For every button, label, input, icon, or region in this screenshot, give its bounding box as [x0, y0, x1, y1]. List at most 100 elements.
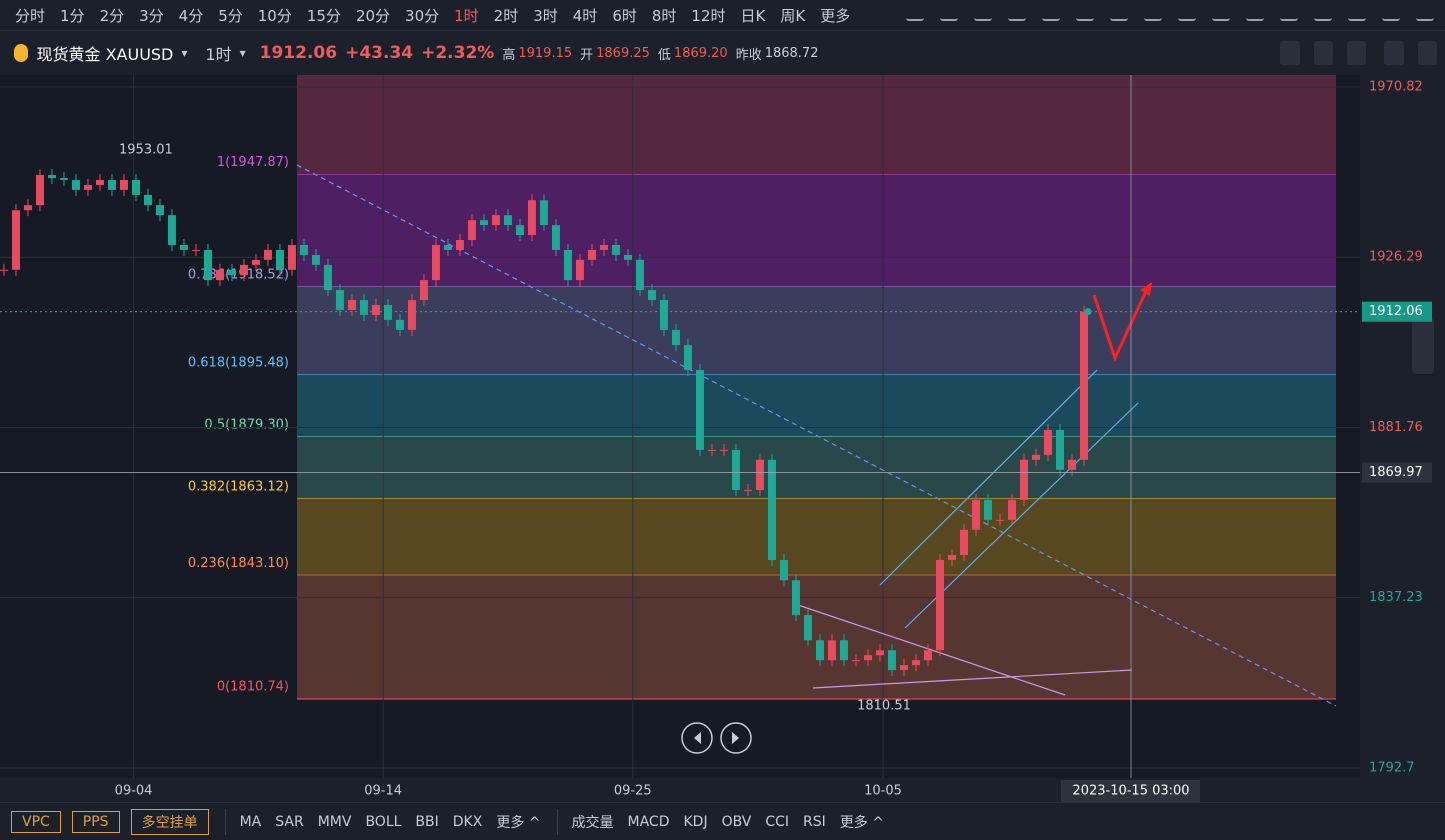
candle — [11, 210, 20, 270]
candle — [1067, 459, 1076, 470]
tool-icon[interactable] — [1382, 5, 1401, 21]
indicator[interactable]: 更多 ^ — [839, 815, 884, 831]
prev-button[interactable] — [681, 722, 713, 754]
indicator[interactable]: KDJ — [683, 814, 708, 830]
indicator[interactable]: BOLL — [365, 814, 402, 830]
last-price: 1912.06 — [1369, 304, 1423, 319]
period-tab[interactable]: 10分 — [257, 6, 292, 25]
candle — [743, 490, 752, 492]
candle — [707, 449, 716, 451]
side-tab[interactable] — [1412, 318, 1434, 374]
tool-icon[interactable] — [974, 5, 993, 21]
candle — [371, 305, 380, 315]
period-tab[interactable]: 2分 — [99, 6, 125, 25]
more-tab[interactable]: 更多 — [820, 6, 851, 25]
period-tab[interactable]: 30分 — [405, 6, 440, 25]
period-tab[interactable]: 4分 — [178, 6, 204, 25]
indicator[interactable]: OBV — [721, 814, 752, 830]
period-tab[interactable]: 日K — [740, 6, 766, 25]
tool-icon[interactable] — [1178, 5, 1197, 21]
last-dot — [1084, 308, 1092, 316]
indicator[interactable]: DKX — [452, 814, 483, 830]
candle — [143, 194, 152, 206]
period-tab[interactable]: 3时 — [533, 6, 558, 25]
tool-icon[interactable] — [1042, 5, 1061, 21]
low: 1869.20 — [673, 45, 728, 61]
indicator[interactable]: SAR — [275, 814, 304, 830]
period-tab[interactable]: 5分 — [218, 6, 243, 25]
candle — [263, 249, 272, 260]
tool-icon[interactable] — [1008, 5, 1027, 21]
tool-icon[interactable] — [1280, 5, 1299, 21]
indicator[interactable]: BBI — [415, 814, 439, 830]
icon — [694, 732, 701, 744]
tool-icon[interactable] — [1212, 5, 1231, 21]
period-tab[interactable]: 分时 — [15, 6, 46, 25]
tool-icon[interactable] — [940, 5, 959, 21]
candle — [599, 244, 608, 250]
trend-line — [296, 164, 1337, 707]
indicator[interactable]: CCI — [765, 814, 790, 830]
indicator[interactable]: RSI — [803, 814, 826, 830]
tool-icon[interactable] — [1110, 5, 1129, 21]
candle — [803, 615, 812, 641]
bottom-button[interactable]: PPS — [71, 811, 120, 833]
tool-button[interactable] — [1280, 41, 1300, 65]
y-tick-label: 1792.7 — [1369, 760, 1415, 775]
candle — [23, 205, 32, 211]
wedge-line — [797, 604, 1066, 696]
instrument[interactable]: 现货黄金 XAUUSD — [36, 45, 174, 64]
period-tab[interactable]: 20分 — [355, 6, 391, 25]
candle — [947, 555, 956, 561]
candle — [1007, 499, 1016, 520]
candle — [47, 175, 56, 179]
tool-button[interactable] — [1384, 41, 1404, 65]
indicator[interactable]: 成交量 — [571, 815, 614, 831]
period-tab[interactable]: 1时 — [454, 6, 479, 25]
indicator[interactable]: 更多 ^ — [496, 815, 541, 831]
y-tick-label: 1970.82 — [1369, 80, 1423, 95]
period-tab[interactable]: 6时 — [612, 6, 637, 25]
tool-icon[interactable] — [1076, 5, 1095, 21]
indicator[interactable]: MMV — [317, 814, 352, 830]
tool-icon[interactable] — [1246, 5, 1265, 21]
tool-button[interactable] — [1313, 41, 1334, 65]
bottom-bar: VPC PPS 多空挂单 MA SAR MMV BOLL BBI DKX 更多 ^ 成交量 MACD K… — [0, 802, 1445, 840]
candle — [971, 499, 980, 530]
close-button[interactable] — [1417, 41, 1438, 65]
candle — [0, 269, 8, 271]
tool-button[interactable] — [1347, 41, 1367, 65]
period-tab[interactable]: 2时 — [493, 6, 519, 25]
candle — [311, 254, 320, 265]
gold-icon — [14, 44, 29, 62]
candle — [515, 225, 524, 236]
tool-icon[interactable] — [1314, 5, 1333, 21]
period-tab[interactable]: 15分 — [306, 6, 341, 25]
crosshair-price: 1869.97 — [1369, 465, 1423, 480]
bottom-button[interactable]: 多空挂单 — [130, 809, 209, 835]
period-tab[interactable]: 12时 — [691, 6, 726, 25]
icon — [732, 732, 739, 744]
period[interactable]: 1时 — [205, 45, 232, 64]
bottom-button[interactable]: VPC — [11, 811, 61, 833]
x-tick-label: 10-05 — [864, 784, 902, 799]
tool-icon[interactable] — [1348, 5, 1367, 21]
tool-icon[interactable] — [1144, 5, 1163, 21]
arrow-head — [1140, 282, 1152, 296]
indicator[interactable]: MA — [239, 814, 262, 830]
next-button[interactable] — [720, 722, 752, 754]
candle — [695, 369, 704, 450]
indicator[interactable]: MACD — [627, 814, 670, 830]
period-tab[interactable]: 周K — [780, 6, 806, 25]
period-tab[interactable]: 4时 — [572, 6, 598, 25]
low-label: 1810.51 — [857, 698, 911, 713]
candle — [719, 449, 728, 451]
period-tab[interactable]: 3分 — [139, 6, 164, 25]
period-tab[interactable]: 8时 — [651, 6, 677, 25]
tool-icon[interactable] — [1416, 5, 1435, 21]
y-tick-label: 1837.23 — [1369, 590, 1423, 605]
candle — [191, 249, 200, 251]
tool-icon[interactable] — [906, 5, 925, 21]
period-tab[interactable]: 1分 — [60, 6, 85, 25]
